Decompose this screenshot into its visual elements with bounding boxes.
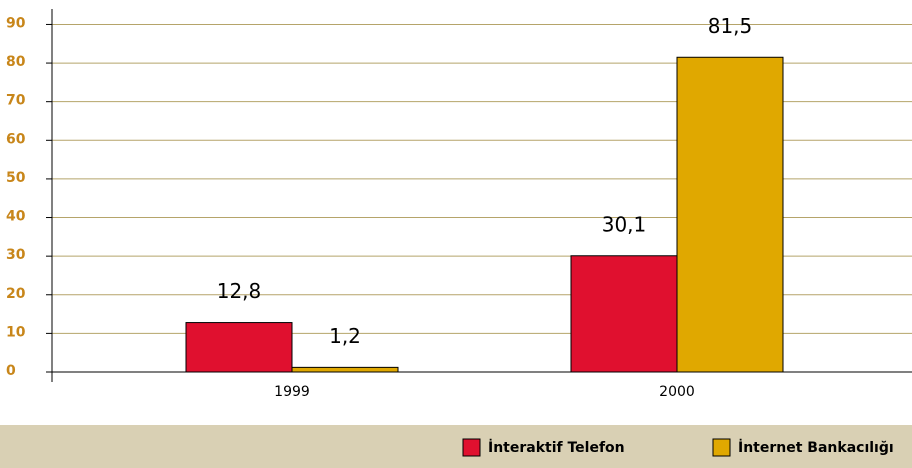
y-tick-label: 50 — [6, 170, 26, 186]
bar — [291, 366, 399, 373]
legend-band — [0, 425, 912, 468]
y-tick-label: 10 — [6, 324, 26, 340]
data-label: 1,2 — [329, 324, 361, 348]
y-tick-label: 40 — [6, 209, 26, 225]
data-label: 12,8 — [217, 279, 262, 303]
y-tick-label: 60 — [6, 131, 26, 147]
bar — [570, 255, 678, 373]
legend-label: İnteraktif Telefon — [488, 439, 625, 456]
bar — [185, 322, 293, 373]
y-tick-label: 80 — [6, 54, 26, 70]
x-tick-label: 2000 — [659, 384, 695, 400]
y-tick-label: 70 — [6, 93, 26, 109]
legend-label: İnternet Bankacılığı — [738, 439, 894, 456]
legend-swatch — [462, 438, 481, 457]
x-tick-label: 1999 — [274, 384, 310, 400]
data-label: 81,5 — [708, 14, 753, 38]
data-label: 30,1 — [602, 212, 647, 236]
bar — [676, 56, 784, 373]
y-tick-label: 20 — [6, 286, 26, 302]
y-tick-label: 0 — [6, 363, 16, 379]
legend-swatch — [712, 438, 731, 457]
y-tick-label: 30 — [6, 247, 26, 263]
y-tick-label: 90 — [6, 15, 26, 31]
